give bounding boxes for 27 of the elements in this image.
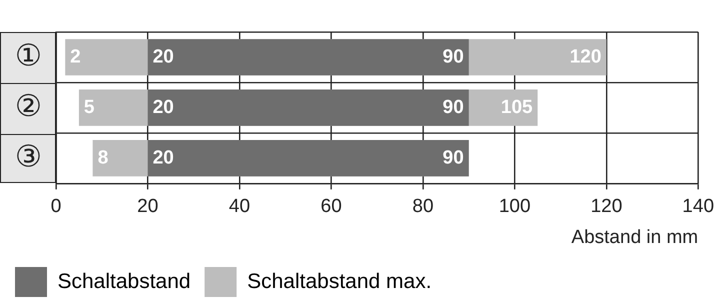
legend-label: Schaltabstand max. — [247, 270, 432, 293]
annotation: 105 — [500, 96, 534, 118]
annotation: 90 — [442, 96, 464, 118]
x-tick-label: 40 — [228, 196, 250, 218]
x-axis-title: Abstand in mm — [571, 226, 698, 248]
y-tick-label: ③ — [15, 140, 42, 174]
annotation: 120 — [570, 46, 602, 68]
x-tick-label: 20 — [137, 196, 158, 218]
annotation: 20 — [152, 96, 174, 118]
x-tick-label: 80 — [412, 196, 434, 218]
bar — [148, 39, 469, 76]
annotation: 5 — [84, 96, 95, 118]
x-tick-label: 100 — [498, 196, 531, 218]
annotation: 20 — [152, 46, 174, 68]
x-tick-label: 60 — [320, 196, 342, 218]
annotation: 90 — [442, 46, 464, 68]
x-tick-label: 140 — [682, 196, 714, 218]
y-tick-label: ① — [15, 40, 42, 72]
x-tick-label: 0 — [50, 196, 62, 218]
annotation: 8 — [98, 147, 108, 168]
legend-label: Schaltabstand — [58, 270, 191, 293]
y-tick-label: ② — [15, 90, 42, 123]
annotation: 90 — [442, 147, 464, 168]
annotation: 2 — [70, 46, 81, 68]
x-tick-label: 120 — [590, 196, 622, 218]
annotation: 20 — [152, 147, 174, 168]
bar — [148, 90, 469, 126]
